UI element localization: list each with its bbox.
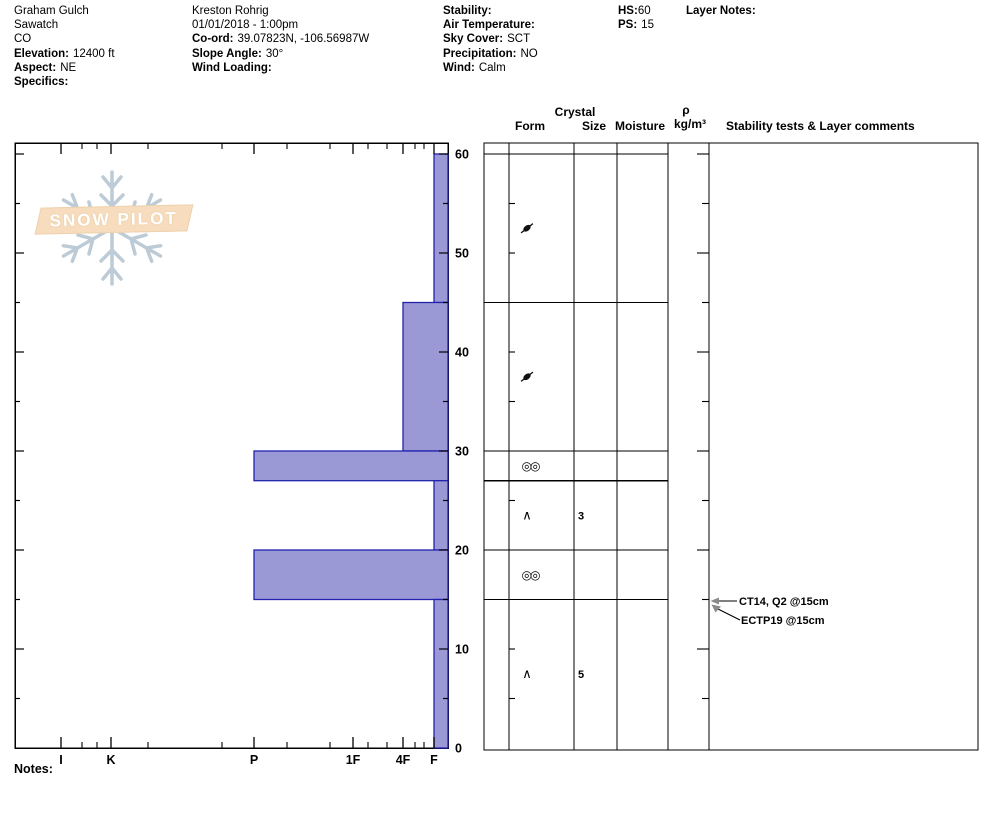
elevation-row: Elevation: 12400 ft bbox=[14, 47, 115, 60]
ps-row: PS: 15 bbox=[618, 19, 654, 32]
col-header-comments: Stability tests & Layer comments bbox=[726, 119, 915, 133]
totals-block: HS:60 PS: 15 bbox=[618, 4, 654, 32]
aspect-row: Aspect: NE bbox=[14, 61, 77, 74]
observer-block: Kreston Rohrig 01/01/2018 - 1:00pm Co-or… bbox=[192, 4, 369, 75]
site-name: Graham Gulch bbox=[14, 5, 89, 17]
grain-form-mf-icon: ◎◎ bbox=[522, 568, 540, 582]
air-temp-row: Air Temperature: bbox=[443, 19, 535, 32]
depth-tick-label: 50 bbox=[455, 247, 469, 261]
col-header-density-symbol: ρ bbox=[682, 103, 690, 117]
col-header-form: Form bbox=[515, 119, 545, 133]
depth-tick-label: 60 bbox=[455, 148, 469, 162]
hardness-tick-label: K bbox=[106, 753, 115, 767]
wind-row: Wind: Calm bbox=[443, 61, 506, 74]
hardness-tick-label: P bbox=[250, 753, 258, 767]
depth-tick-label: 10 bbox=[455, 643, 469, 657]
col-header-size: Size bbox=[581, 119, 607, 133]
hardness-tick-label: 4F bbox=[396, 753, 411, 767]
grain-form-df-icon bbox=[520, 223, 534, 234]
observation-datetime: 01/01/2018 - 1:00pm bbox=[192, 19, 299, 32]
observer-name: Kreston Rohrig bbox=[192, 5, 269, 17]
layer-notes-block: Layer Notes: bbox=[686, 4, 756, 18]
depth-tick-label: 0 bbox=[455, 742, 462, 756]
col-header-moisture: Moisture bbox=[614, 119, 666, 133]
precip-row: Precipitation: NO bbox=[443, 47, 538, 60]
df-body bbox=[523, 373, 531, 381]
weather-block: Stability: Air Temperature: Sky Cover: SC… bbox=[443, 4, 539, 75]
stability-row: Stability: bbox=[443, 5, 492, 17]
hardness-tick-label: I bbox=[59, 753, 62, 767]
hardness-tick-label: 1F bbox=[346, 753, 361, 767]
specifics-row: Specifics: bbox=[14, 76, 69, 89]
grain-form-mf-icon: ◎◎ bbox=[522, 459, 540, 473]
hardness-bar bbox=[253, 549, 449, 601]
grain-form-dh-icon: ∧ bbox=[522, 666, 532, 681]
hardness-bar bbox=[433, 480, 449, 551]
depth-tick-label: 40 bbox=[455, 346, 469, 360]
coord-row: Co-ord: 39.07823N, -106.56987W bbox=[192, 33, 370, 46]
range-name: Sawatch bbox=[14, 19, 59, 32]
hs-row: HS:60 bbox=[618, 5, 651, 17]
ect-arrowhead-icon bbox=[711, 604, 721, 613]
notes-label: Notes: bbox=[14, 762, 53, 776]
hardness-tick-label: F bbox=[430, 753, 438, 767]
grain-form-df-icon bbox=[520, 371, 534, 382]
hardness-bar bbox=[433, 598, 449, 749]
plot-border bbox=[14, 142, 449, 749]
col-header-density-units: kg/m³ bbox=[673, 117, 707, 131]
hardness-bar bbox=[253, 450, 449, 482]
ct-arrowhead-icon bbox=[710, 597, 719, 605]
sky-cover-row: Sky Cover: SCT bbox=[443, 33, 531, 46]
hardness-bar bbox=[402, 301, 449, 452]
hardness-bar bbox=[433, 153, 449, 304]
depth-tick-label: 20 bbox=[455, 544, 469, 558]
grain-size-value: 5 bbox=[578, 669, 584, 681]
grain-size-value: 3 bbox=[578, 510, 584, 522]
wind-loading-row: Wind Loading: bbox=[192, 61, 272, 74]
stability-test-ct: CT14, Q2 @15cm bbox=[739, 596, 829, 608]
location-block: Graham Gulch Sawatch CO Elevation: 12400 … bbox=[14, 4, 115, 89]
stability-test-ect: ECTP19 @15cm bbox=[741, 615, 825, 627]
df-body bbox=[523, 224, 531, 232]
slope-angle-row: Slope Angle: 30° bbox=[192, 47, 284, 60]
state: CO bbox=[14, 33, 32, 46]
layer-notes-row: Layer Notes: bbox=[686, 5, 756, 17]
depth-tick-label: 30 bbox=[455, 445, 469, 459]
table-border bbox=[483, 142, 979, 751]
col-header-crystal: Crystal bbox=[554, 105, 596, 119]
grain-form-dh-icon: ∧ bbox=[522, 507, 532, 522]
